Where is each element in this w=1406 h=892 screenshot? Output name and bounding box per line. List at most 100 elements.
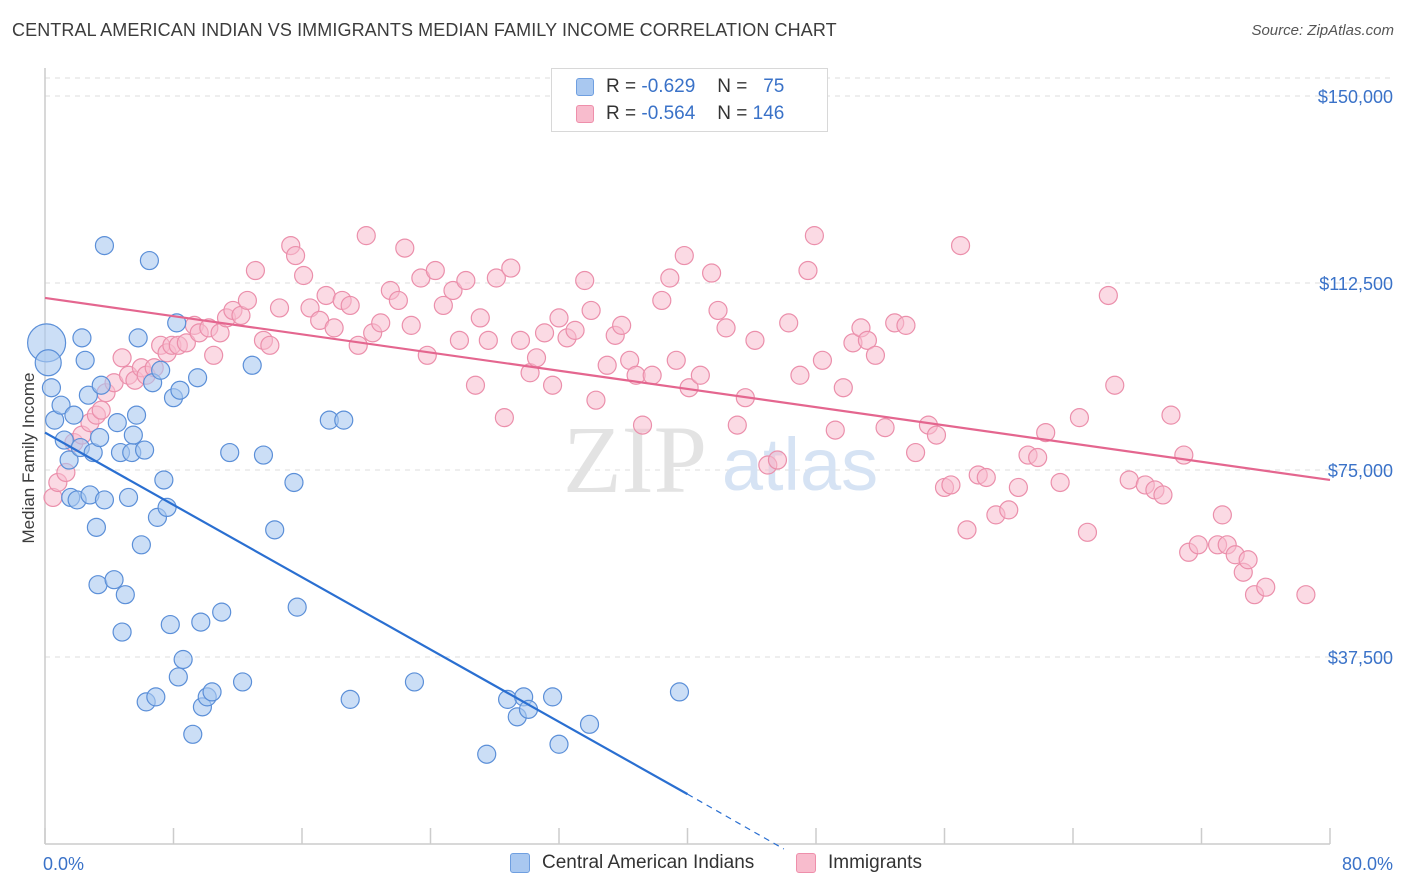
central-american-indians-point xyxy=(191,612,211,632)
central-american-indians-point xyxy=(167,313,187,333)
chart-source: Source: ZipAtlas.com xyxy=(1251,22,1394,39)
immigrants-point xyxy=(112,348,132,368)
y-tick-label: $75,000 xyxy=(1328,461,1393,481)
central-american-indians-point xyxy=(669,682,690,702)
central-american-indians-point xyxy=(549,734,569,754)
central-american-indians-point xyxy=(183,724,203,744)
immigrants-point xyxy=(745,330,765,350)
central-american-indians-points xyxy=(27,236,690,764)
immigrants-point xyxy=(294,265,314,286)
central-american-indians-point xyxy=(187,368,208,388)
immigrants-point xyxy=(176,333,196,353)
immigrants-point xyxy=(356,226,376,246)
immigrants-point xyxy=(701,263,722,283)
axes xyxy=(44,68,1331,845)
immigrants-point xyxy=(690,365,710,385)
central-american-indians-point xyxy=(253,445,274,465)
immigrants-point xyxy=(542,375,563,395)
immigrants-point xyxy=(674,245,694,266)
immigrants-point xyxy=(285,245,306,266)
central-american-indians-point xyxy=(123,425,143,445)
central-american-indians-point xyxy=(115,585,135,605)
central-american-indians-point xyxy=(94,490,115,510)
legend-r-value: -0.629 xyxy=(641,76,696,97)
central-american-indians-point xyxy=(170,380,190,400)
immigrants-point xyxy=(1036,423,1056,443)
central-american-indians-point xyxy=(126,405,147,425)
immigrants-point xyxy=(1028,447,1048,468)
immigrants-point xyxy=(549,308,569,328)
central-american-indians-point xyxy=(128,328,148,348)
central-american-indians-point xyxy=(154,470,174,490)
immigrants-point xyxy=(999,500,1019,520)
y-tick-label: $37,500 xyxy=(1328,648,1393,668)
central-american-indians-point xyxy=(139,250,160,271)
central-american-indians-point xyxy=(64,405,84,425)
immigrants-point xyxy=(1174,445,1194,465)
central-american-indians-point xyxy=(104,570,124,590)
central-american-indians-point xyxy=(168,667,188,687)
immigrants-point xyxy=(433,295,453,316)
watermark: ZIP atlas xyxy=(563,406,878,513)
immigrants-point xyxy=(727,415,747,435)
central-american-indians-point xyxy=(88,575,108,595)
chart-title: CENTRAL AMERICAN INDIAN VS IMMIGRANTS ME… xyxy=(12,20,837,40)
immigrants-point xyxy=(1008,477,1028,498)
immigrants-point xyxy=(510,330,531,350)
immigrants-point xyxy=(804,226,824,246)
immigrants-point xyxy=(91,400,111,420)
immigrants-point xyxy=(716,318,736,338)
central-american-indians-point xyxy=(94,236,115,256)
immigrants-point xyxy=(1077,522,1098,542)
immigrants-point xyxy=(926,425,947,445)
immigrants-point xyxy=(245,260,266,281)
immigrants-point xyxy=(652,290,672,311)
immigrants-point xyxy=(642,365,662,385)
central-american-indians-point xyxy=(90,427,110,448)
trend-lines xyxy=(44,296,1331,850)
legend-swatch-blue xyxy=(510,853,530,873)
legend-row-pink: R = -0.564 N = 146 xyxy=(576,102,784,126)
immigrants-point xyxy=(833,378,853,398)
legend-label-central-american-indians: Central American Indians xyxy=(542,852,755,873)
central-american-indians-point xyxy=(134,440,155,460)
central-american-indians-point xyxy=(131,535,151,555)
immigrants-point xyxy=(1119,470,1139,490)
central-american-indians-point xyxy=(212,602,232,622)
central-american-indians-point xyxy=(334,410,354,430)
central-american-indians-point xyxy=(34,349,62,377)
central-american-indians-point xyxy=(75,350,95,370)
central-american-indians-point xyxy=(59,450,79,470)
y-tick-label: $150,000 xyxy=(1318,87,1393,107)
immigrants-point xyxy=(957,520,977,540)
x-tick-label: 80.0% xyxy=(1342,854,1393,874)
legend-r-label: R = xyxy=(606,103,637,124)
central-american-indians-point xyxy=(118,487,139,508)
immigrants-point xyxy=(581,300,601,321)
immigrants-point xyxy=(941,475,961,495)
legend-r-label: R = xyxy=(606,76,637,97)
immigrants-point xyxy=(1153,485,1173,505)
central-american-indians-point xyxy=(242,355,262,375)
immigrants-point xyxy=(348,335,368,355)
legend-n-value: 75 xyxy=(763,76,785,97)
immigrants-point xyxy=(790,365,810,385)
immigrants-point xyxy=(825,420,845,440)
central-american-indians-point xyxy=(41,378,62,398)
immigrants-point xyxy=(632,415,653,435)
legend-item-central-american-indians: Central American Indians xyxy=(510,852,754,874)
immigrants-point xyxy=(767,450,788,470)
immigrants-point xyxy=(612,315,632,335)
central-american-indians-trend-line xyxy=(44,431,689,796)
legend-n-label: N = xyxy=(717,103,748,124)
immigrants-point xyxy=(401,315,421,335)
central-american-indians-point xyxy=(542,687,563,707)
legend-n-label: N = xyxy=(717,76,748,97)
immigrants-point xyxy=(501,258,521,278)
immigrants-point xyxy=(586,390,606,410)
legend-swatch-pink xyxy=(576,105,594,123)
immigrants-point xyxy=(812,350,833,370)
immigrants-point xyxy=(204,345,224,365)
immigrants-point xyxy=(486,268,506,288)
central-american-indians-point xyxy=(112,622,132,642)
